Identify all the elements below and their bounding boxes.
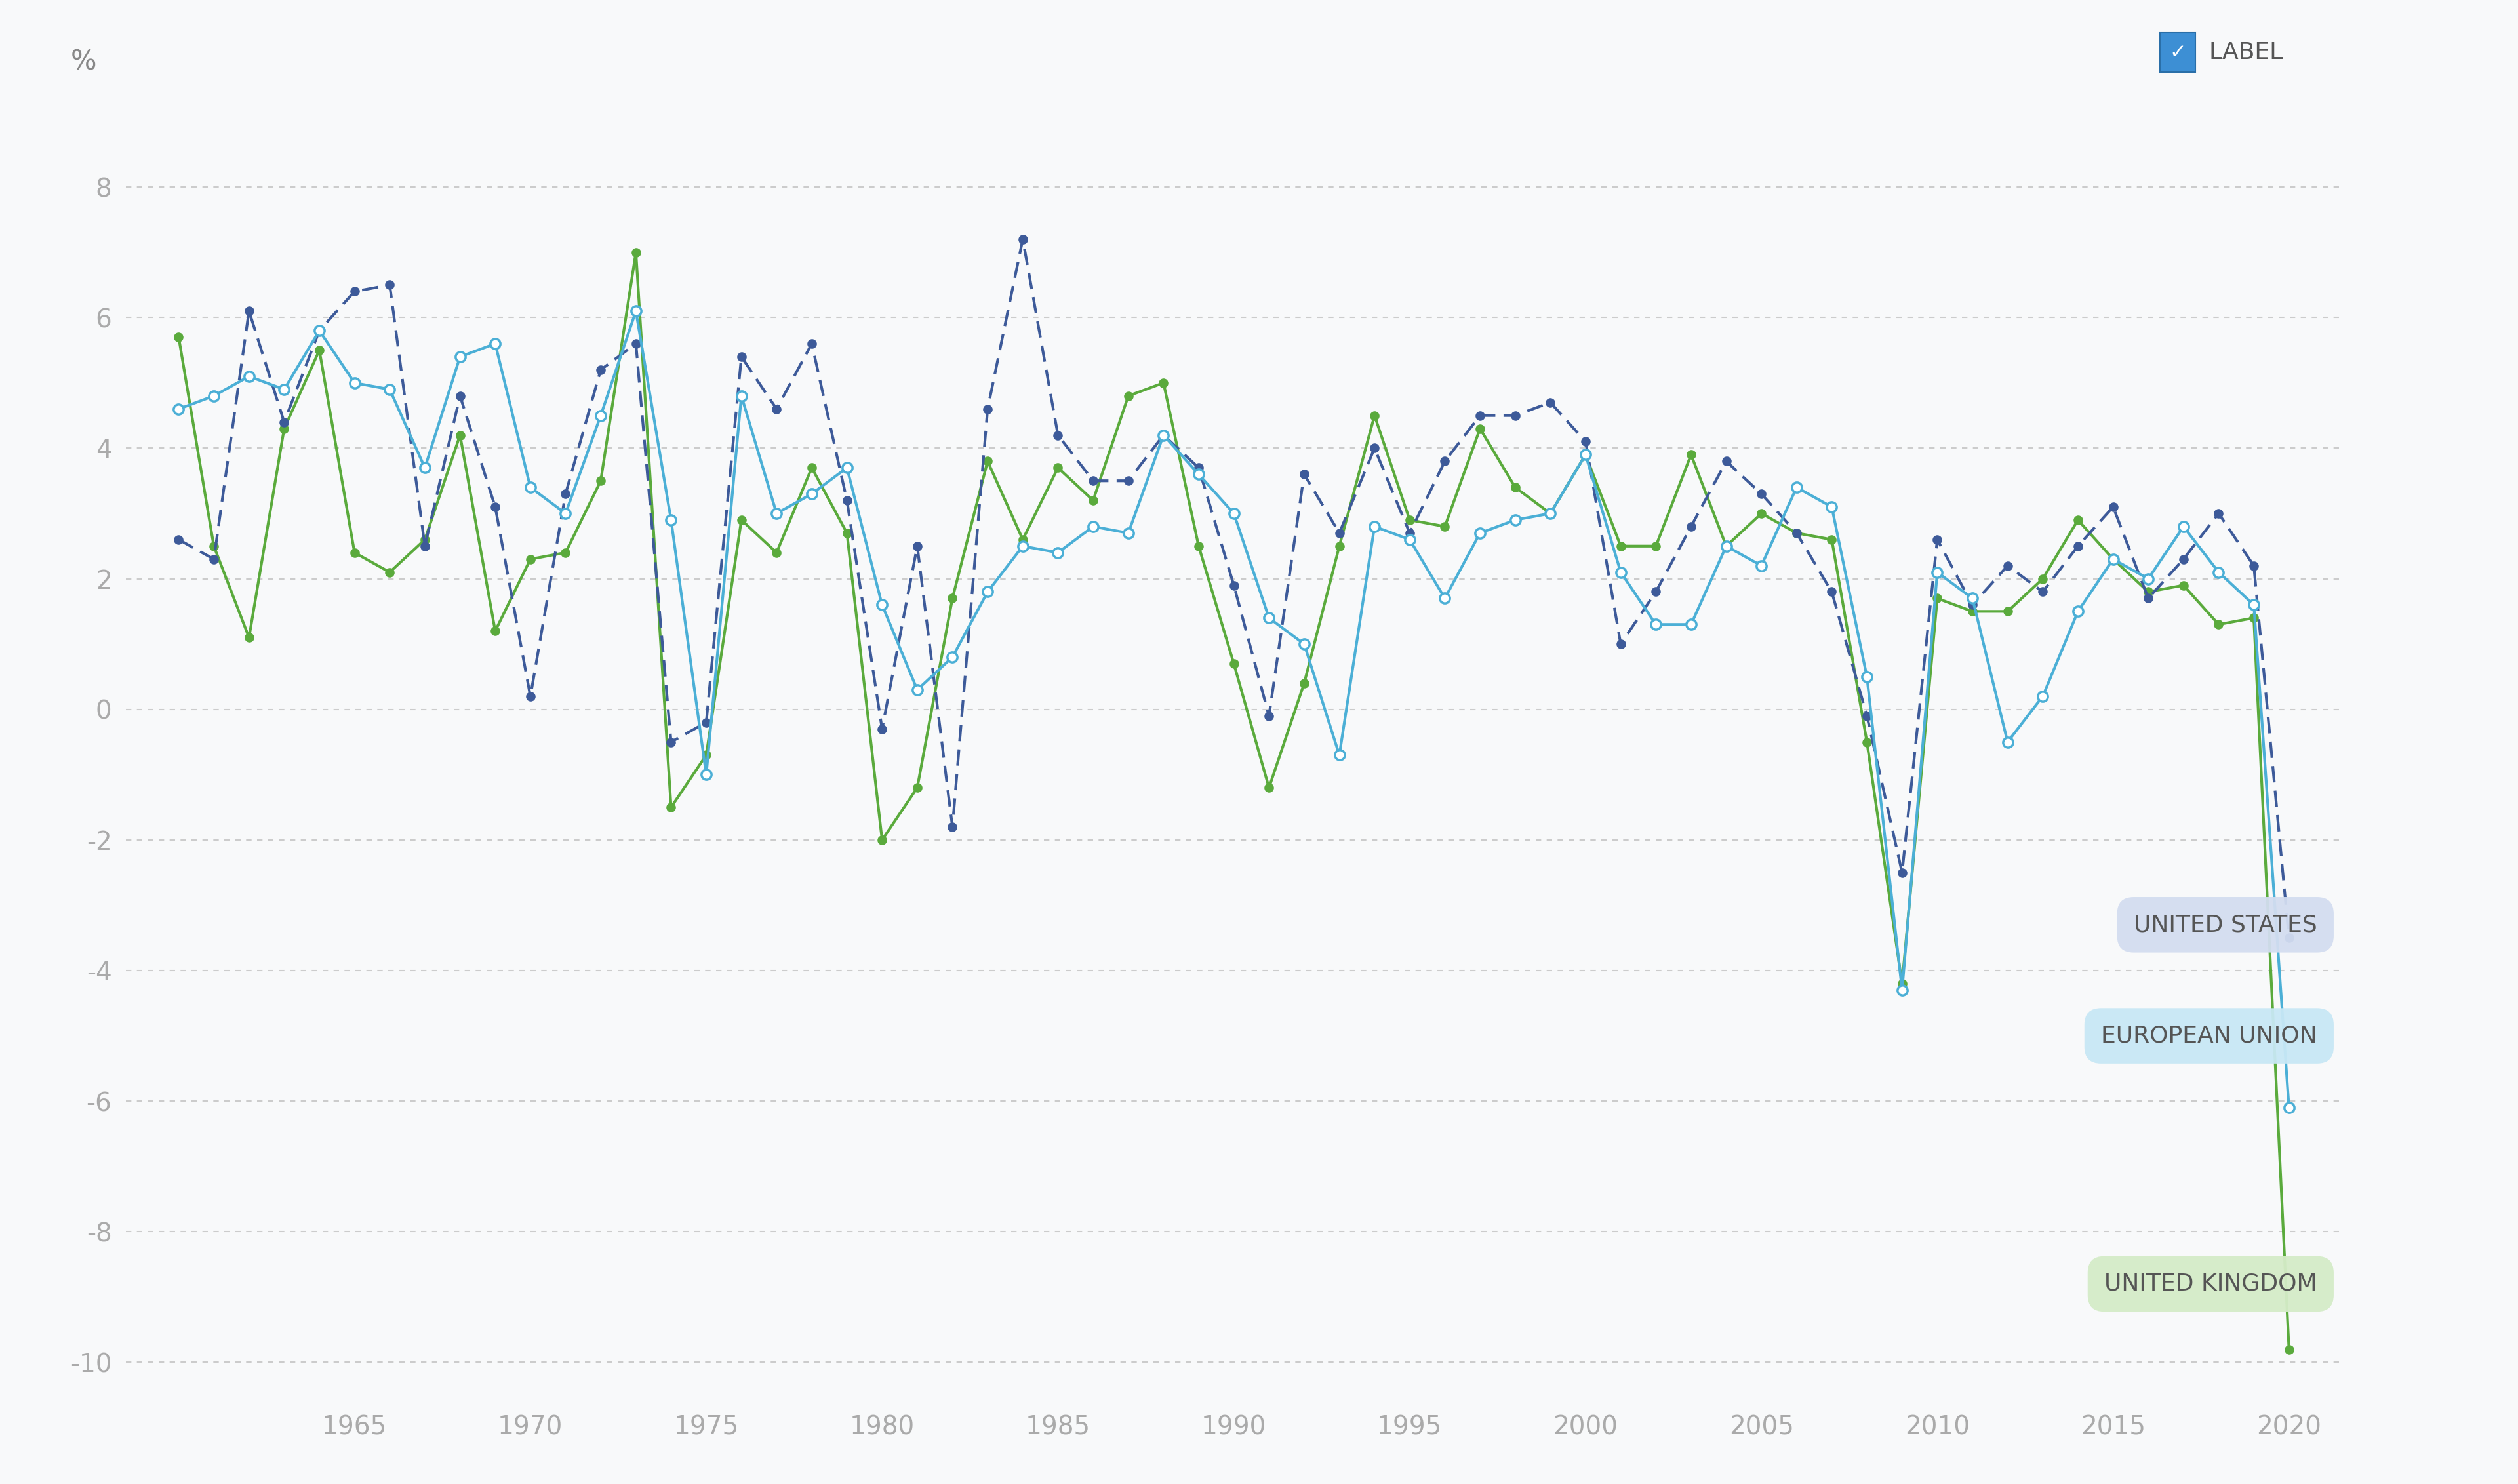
Text: ✓: ✓ (2171, 43, 2186, 62)
Text: EUROPEAN UNION: EUROPEAN UNION (2100, 1024, 2317, 1048)
Text: LABEL: LABEL (2208, 42, 2284, 64)
Text: UNITED KINGDOM: UNITED KINGDOM (2105, 1273, 2317, 1296)
Text: %: % (71, 49, 96, 76)
Bar (2160, 33, 2196, 73)
Text: UNITED STATES: UNITED STATES (2133, 914, 2317, 936)
